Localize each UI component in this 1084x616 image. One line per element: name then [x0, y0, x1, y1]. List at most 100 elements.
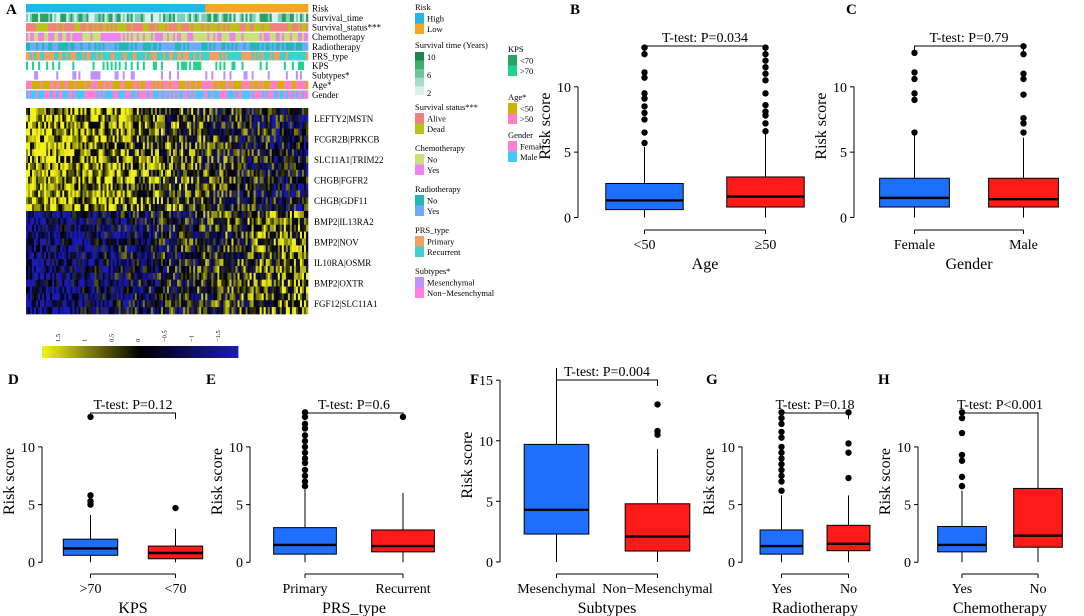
annotation-cell	[231, 71, 234, 80]
annotation-cell	[124, 23, 128, 32]
heatmap-cell	[299, 265, 303, 274]
heatmap-cell	[227, 238, 230, 246]
heatmap-cell	[263, 252, 266, 260]
heatmap-cell	[305, 211, 309, 219]
heatmap-cell	[48, 211, 51, 219]
heatmap-cell	[140, 245, 144, 253]
annotation-cell	[227, 42, 230, 51]
annotation-cell	[201, 90, 204, 99]
annotation-cell	[46, 71, 49, 80]
heatmap-cell	[132, 245, 136, 253]
heatmap-cell	[154, 265, 158, 274]
heatmap-cell	[138, 245, 142, 253]
heatmap-cell	[162, 108, 166, 116]
annotation-cell	[50, 23, 53, 32]
annotation-cell	[245, 32, 248, 42]
heatmap-cell	[136, 204, 140, 212]
heatmap-cell	[72, 108, 75, 116]
heatmap-cell	[299, 149, 303, 157]
annotation-cell	[257, 61, 260, 70]
annotation-cell	[32, 13, 35, 22]
annotation-cell	[28, 52, 31, 61]
annotation-cell	[219, 52, 222, 61]
heatmap-cell	[183, 204, 186, 212]
annotation-cell	[257, 90, 260, 99]
heatmap-cell	[40, 265, 43, 274]
heatmap-cell	[40, 108, 43, 116]
annotation-cell	[136, 90, 140, 99]
heatmap-cell	[140, 231, 144, 239]
heatmap-cell	[52, 176, 55, 184]
annotation-cell	[263, 90, 266, 99]
heatmap-cell	[303, 265, 307, 274]
heatmap-cell	[82, 142, 85, 150]
heatmap-cell	[183, 265, 186, 274]
heatmap-cell	[185, 108, 188, 116]
heatmap-cell	[173, 238, 176, 246]
annotation-cell	[289, 23, 293, 32]
heatmap-cell	[126, 231, 130, 239]
heatmap-cell	[46, 190, 49, 198]
heatmap-cell	[203, 142, 206, 150]
heatmap-cell	[98, 135, 101, 143]
annotation-cell	[118, 23, 121, 32]
heatmap-cell	[36, 211, 39, 219]
annotation-cell	[88, 4, 91, 13]
heatmap-cell	[42, 190, 45, 198]
annotation-cell	[136, 32, 140, 42]
annotation-cell	[86, 52, 89, 61]
heatmap-cell	[271, 156, 275, 164]
heatmap-cell	[82, 265, 85, 274]
heatmap-cell	[191, 156, 194, 164]
annotation-cell	[158, 80, 162, 90]
heatmap-cell	[183, 211, 186, 219]
heatmap-cell	[66, 108, 69, 116]
heatmap-cell	[122, 252, 125, 260]
heatmap-cell	[42, 252, 45, 260]
heatmap-cell	[227, 231, 230, 239]
annotation-cell	[177, 80, 180, 90]
annotation-cell	[289, 80, 293, 90]
annotation-cell	[30, 23, 33, 32]
heatmap-cell	[118, 265, 121, 274]
heatmap-cell	[114, 169, 117, 177]
heatmap-cell	[265, 217, 269, 226]
heatmap-cell	[183, 162, 186, 171]
annotation-cell	[44, 13, 47, 22]
heatmap-cell	[305, 169, 309, 177]
heatmap-cell	[84, 114, 87, 123]
annotation-cell	[303, 4, 307, 13]
heatmap-cell	[92, 217, 95, 226]
annotation-cell	[271, 32, 275, 42]
heatmap-cell	[120, 204, 123, 212]
heatmap-cell	[120, 245, 123, 253]
heatmap-cell	[90, 142, 93, 150]
annotation-cell	[44, 61, 47, 70]
heatmap-cell	[259, 121, 262, 129]
heatmap-cell	[269, 121, 273, 129]
heatmap-cell	[289, 162, 293, 171]
heatmap-cell	[116, 108, 119, 116]
heatmap-cell	[287, 114, 291, 123]
annotation-cell	[251, 23, 254, 32]
annotation-cell	[42, 23, 45, 32]
heatmap-cell	[235, 114, 238, 123]
heatmap-cell	[106, 279, 109, 287]
annotation-cell	[152, 32, 156, 42]
annotation-cell	[44, 90, 47, 99]
heatmap-cell	[58, 114, 61, 123]
heatmap-cell	[162, 245, 166, 253]
heatmap-cell	[291, 238, 295, 246]
annotation-cell	[205, 52, 208, 61]
heatmap-cell	[251, 156, 254, 164]
heatmap-cell	[116, 204, 119, 212]
heatmap-cell	[193, 231, 196, 239]
annotation-cell	[70, 42, 73, 51]
heatmap-cell	[122, 108, 125, 116]
heatmap-cell	[68, 135, 71, 143]
heatmap-cell	[154, 114, 158, 123]
annotation-cell	[189, 90, 192, 99]
annotation-cell	[68, 61, 71, 70]
heatmap-cell	[150, 252, 154, 260]
heatmap-cell	[301, 224, 305, 232]
